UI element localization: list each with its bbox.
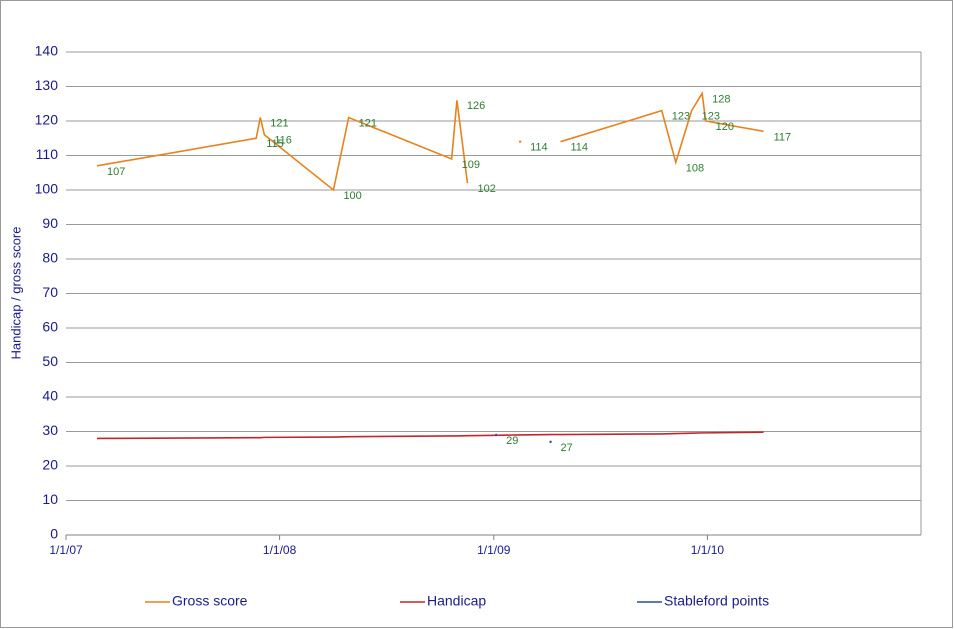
data-label: 27 — [561, 442, 573, 454]
data-label: 114 — [530, 142, 548, 154]
data-label: 108 — [686, 162, 704, 174]
data-label: 115 — [266, 138, 284, 150]
legend-label: Stableford points — [664, 593, 769, 609]
y-axis-label: Handicap / gross score — [8, 227, 23, 360]
data-label: 120 — [716, 121, 734, 133]
y-tick-label: 80 — [42, 250, 58, 266]
data-label: 128 — [712, 93, 730, 105]
data-label: 121 — [359, 117, 377, 129]
y-tick-label: 100 — [35, 181, 59, 197]
data-label: 114 — [571, 142, 589, 154]
data-label: 117 — [774, 131, 792, 143]
y-tick-label: 120 — [35, 112, 59, 128]
y-tick-label: 110 — [36, 146, 59, 162]
y-tick-label: 40 — [42, 388, 58, 404]
data-label: 116 — [274, 135, 292, 147]
x-tick-label: 1/1/09 — [477, 543, 511, 557]
series-point — [549, 440, 552, 444]
x-tick-label: 1/1/07 — [49, 543, 83, 557]
y-tick-label: 10 — [42, 491, 58, 507]
y-tick-label: 140 — [35, 43, 59, 59]
data-label: 107 — [107, 166, 125, 178]
legend-label: Gross score — [172, 593, 248, 609]
legend-label: Handicap — [427, 593, 486, 609]
series-line — [560, 91, 764, 166]
data-label: 123 — [672, 111, 690, 123]
data-label: 102 — [477, 183, 495, 195]
data-label: 100 — [343, 190, 361, 202]
data-label: 126 — [467, 100, 485, 112]
y-tick-label: 60 — [42, 319, 58, 335]
x-tick-label: 1/1/08 — [263, 543, 297, 557]
series-line — [96, 100, 469, 192]
y-tick-label: 20 — [42, 457, 58, 473]
y-tick-label: 70 — [42, 284, 58, 300]
data-label: 109 — [462, 159, 480, 171]
data-label: 123 — [702, 111, 720, 123]
x-tick-label: 1/1/10 — [691, 543, 725, 557]
y-tick-label: 30 — [42, 422, 58, 438]
y-tick-label: 0 — [50, 526, 58, 542]
data-label: 29 — [506, 435, 518, 447]
y-tick-label: 50 — [42, 353, 58, 369]
y-tick-label: 90 — [42, 215, 58, 231]
series-point — [494, 433, 498, 437]
y-tick-label: 130 — [35, 77, 59, 93]
data-label: 121 — [270, 117, 288, 129]
series-point — [518, 140, 522, 143]
